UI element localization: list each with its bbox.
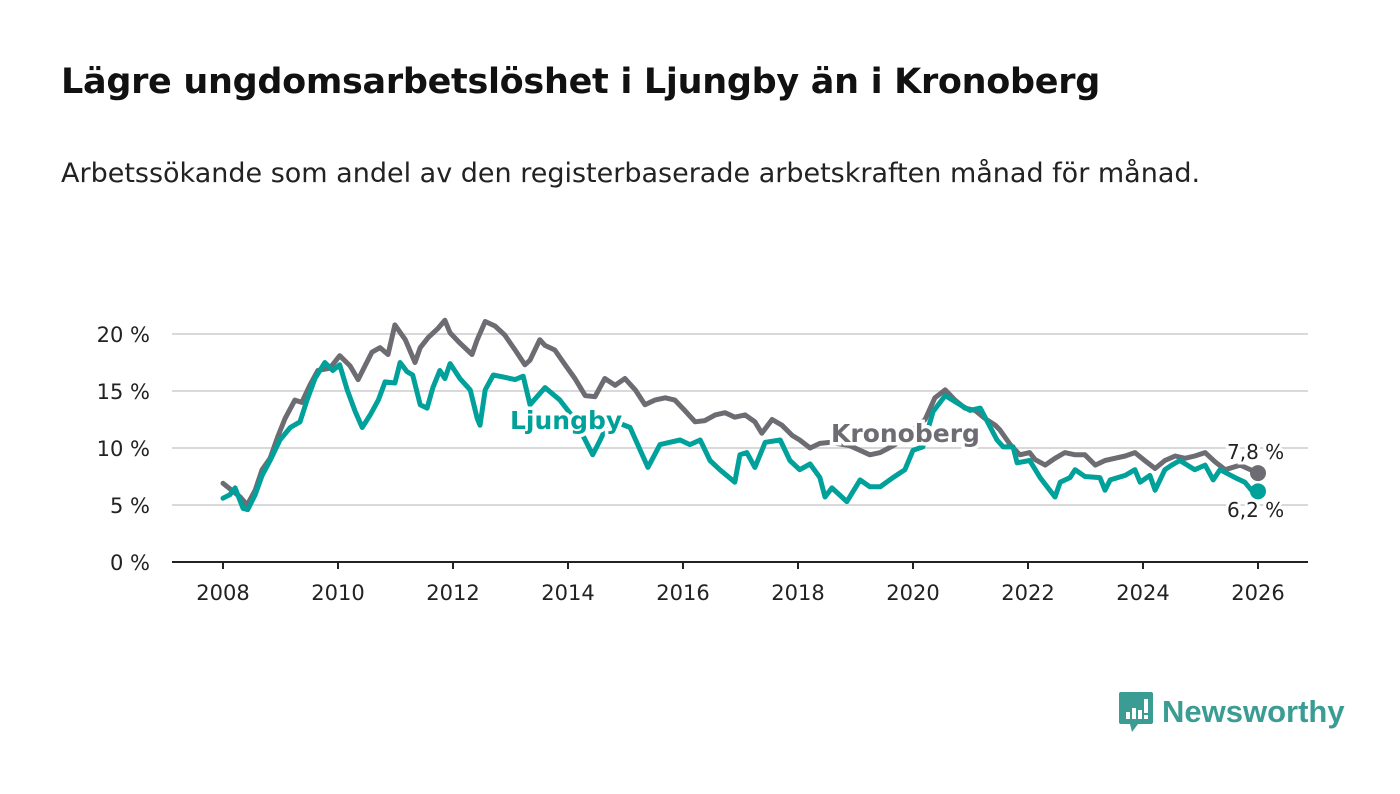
x-tick-label: 2026 xyxy=(1231,581,1284,605)
x-tick-label: 2022 xyxy=(1001,581,1054,605)
x-tick-label: 2016 xyxy=(656,581,709,605)
y-tick-label: 5 % xyxy=(110,494,150,518)
label-kronoberg: Kronoberg xyxy=(831,419,980,448)
x-tick-label: 2024 xyxy=(1116,581,1169,605)
series-line-ljungby xyxy=(220,360,1261,513)
series-labels: Ljungby Kronoberg 7,8 % 6,2 % xyxy=(507,403,1288,526)
newsworthy-logo-icon xyxy=(1119,692,1153,732)
x-tick-label: 2018 xyxy=(771,581,824,605)
newsworthy-logo: Newsworthy xyxy=(1118,690,1345,734)
grid-lines xyxy=(172,333,1308,506)
chart-title: Lägre ungdomsarbetslöshet i Ljungby än i… xyxy=(61,62,1100,102)
series-line-kronoberg xyxy=(220,317,1261,508)
x-tick-label: 2012 xyxy=(426,581,479,605)
x-axis: 2008 2010 2012 2014 2016 2018 2020 2022 2024 2026 xyxy=(172,561,1308,605)
y-tick-label: 20 % xyxy=(97,323,150,347)
x-tick-label: 2008 xyxy=(196,581,249,605)
chart-subtitle: Arbetssökande som andel av den registerb… xyxy=(61,158,1201,189)
x-tick-label: 2020 xyxy=(886,581,939,605)
y-tick-label: 15 % xyxy=(97,380,150,404)
end-label-kronoberg: 7,8 % xyxy=(1227,440,1284,464)
x-tick-label: 2014 xyxy=(541,581,594,605)
y-tick-label: 0 % xyxy=(110,551,150,575)
end-point-kronoberg xyxy=(1250,465,1266,482)
series-lines xyxy=(220,317,1266,513)
brand-name: Newsworthy xyxy=(1162,694,1345,729)
y-axis: 0 % 5 % 10 % 15 % 20 % xyxy=(97,323,150,575)
end-point-ljungby xyxy=(1250,483,1266,500)
y-tick-label: 10 % xyxy=(97,437,150,461)
x-tick-label: 2010 xyxy=(311,581,364,605)
end-label-ljungby: 6,2 % xyxy=(1227,498,1284,522)
label-ljungby: Ljungby xyxy=(510,406,622,435)
